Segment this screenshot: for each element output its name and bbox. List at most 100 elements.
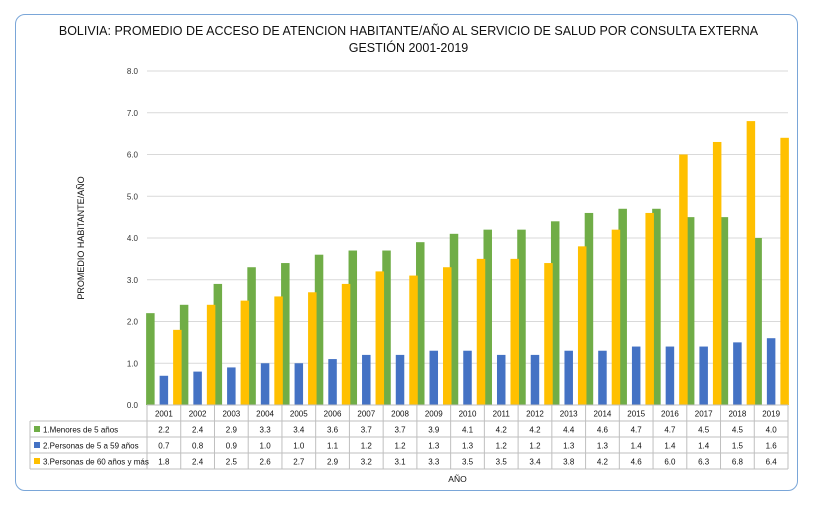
- chart-title: BOLIVIA: PROMEDIO DE ACCESO DE ATENCION …: [58, 24, 759, 38]
- data-label: 1.4: [631, 442, 643, 451]
- data-label: 1.8: [158, 458, 170, 467]
- bar: [179, 304, 189, 405]
- bar: [314, 254, 324, 405]
- y-axis-label: PROMEDIO HABITANTE/AÑO: [76, 176, 86, 299]
- bar: [679, 154, 688, 405]
- data-label: 3.7: [394, 426, 406, 435]
- bar: [611, 229, 621, 405]
- x-tick-label: 2004: [256, 410, 274, 419]
- bar: [443, 267, 452, 405]
- x-tick-label: 2005: [290, 410, 308, 419]
- bar: [247, 267, 256, 405]
- bar: [712, 141, 722, 405]
- bar: [274, 296, 283, 405]
- data-label: 4.7: [664, 426, 676, 435]
- y-tick-label: 2.0: [127, 318, 139, 327]
- bar: [308, 292, 317, 405]
- data-label: 1.2: [361, 442, 373, 451]
- bar: [173, 329, 182, 405]
- legend-swatch: [34, 426, 40, 432]
- bar: [645, 212, 654, 405]
- data-label: 3.5: [496, 458, 508, 467]
- bar: [483, 229, 492, 405]
- y-tick-label: 4.0: [127, 234, 139, 243]
- bar: [631, 346, 641, 405]
- data-label: 1.2: [394, 442, 406, 451]
- bar: [496, 354, 506, 405]
- bar: [584, 212, 594, 405]
- bar: [476, 258, 486, 405]
- data-label: 4.4: [563, 426, 575, 435]
- data-label: 4.6: [631, 458, 643, 467]
- x-tick-label: 2015: [627, 410, 645, 419]
- bar: [530, 354, 540, 405]
- bar: [159, 375, 169, 405]
- data-label: 0.9: [226, 442, 238, 451]
- bar: [510, 258, 519, 405]
- data-label: 2.9: [226, 426, 238, 435]
- y-tick-label: 3.0: [127, 276, 139, 285]
- data-label: 1.4: [664, 442, 676, 451]
- data-label: 3.5: [462, 458, 474, 467]
- legend-entry: 1.Menores de 5 años: [43, 426, 118, 435]
- x-tick-label: 2003: [222, 410, 240, 419]
- data-label: 4.2: [597, 458, 609, 467]
- bar: [240, 300, 250, 405]
- bar: [260, 363, 270, 405]
- x-tick-label: 2011: [493, 410, 511, 419]
- data-label: 3.3: [428, 458, 440, 467]
- y-tick-label: 8.0: [127, 67, 139, 76]
- data-label: 3.6: [327, 426, 339, 435]
- y-tick-label: 5.0: [127, 192, 139, 201]
- bar: [618, 208, 627, 405]
- bar: [699, 346, 708, 405]
- x-tick-label: 2018: [728, 410, 746, 419]
- data-label: 4.2: [529, 426, 541, 435]
- bar: [409, 275, 418, 405]
- x-axis-label: AÑO: [448, 474, 467, 484]
- legend-swatch: [34, 458, 40, 464]
- bar: [780, 137, 789, 406]
- bar: [429, 350, 439, 405]
- data-label: 4.2: [496, 426, 508, 435]
- x-tick-label: 2008: [391, 410, 409, 419]
- data-label: 2.2: [158, 426, 170, 435]
- data-label: 2.9: [327, 458, 339, 467]
- data-label: 1.0: [293, 442, 305, 451]
- bar: [544, 263, 553, 405]
- bar: [746, 121, 756, 405]
- bar: [550, 221, 560, 405]
- data-label: 3.4: [529, 458, 541, 467]
- bar: [348, 250, 358, 405]
- bar: [328, 359, 337, 405]
- bar: [213, 283, 223, 405]
- bar: [227, 367, 236, 405]
- bar: [719, 217, 729, 405]
- x-tick-label: 2012: [526, 410, 544, 419]
- data-label: 2.5: [226, 458, 238, 467]
- data-label: 4.0: [766, 426, 778, 435]
- data-label: 4.1: [462, 426, 474, 435]
- y-tick-label: 0.0: [127, 401, 139, 410]
- data-label: 6.3: [698, 458, 710, 467]
- data-label: 1.0: [260, 442, 272, 451]
- data-label: 1.5: [732, 442, 744, 451]
- bar: [685, 217, 695, 405]
- data-label: 1.6: [766, 442, 778, 451]
- data-label: 6.4: [766, 458, 778, 467]
- bar: [395, 354, 405, 405]
- bar: [375, 271, 385, 405]
- data-label: 2.7: [293, 458, 305, 467]
- x-tick-label: 2002: [189, 410, 207, 419]
- data-label: 6.0: [664, 458, 676, 467]
- bar: [517, 229, 526, 405]
- x-tick-label: 2010: [459, 410, 477, 419]
- data-label: 2.4: [192, 426, 204, 435]
- bar: [341, 283, 351, 405]
- bar: [382, 250, 391, 405]
- y-tick-label: 6.0: [127, 151, 139, 160]
- bar: [294, 363, 304, 405]
- data-label: 2.4: [192, 458, 204, 467]
- x-tick-label: 2009: [425, 410, 443, 419]
- data-label: 3.3: [260, 426, 272, 435]
